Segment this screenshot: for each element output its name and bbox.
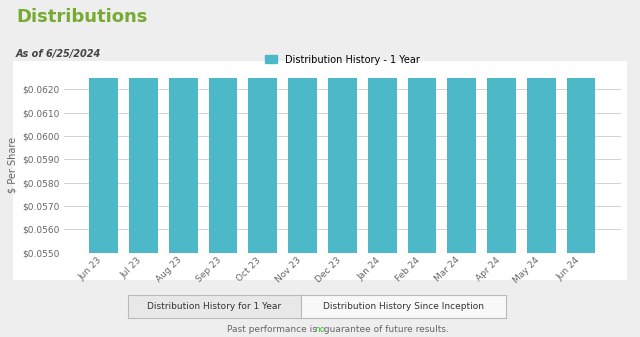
Bar: [487, 0, 516, 253]
Bar: [567, 0, 595, 253]
Bar: [90, 0, 118, 253]
Text: no: no: [314, 325, 326, 334]
Y-axis label: $ Per Share: $ Per Share: [8, 137, 17, 193]
Bar: [129, 0, 157, 253]
Bar: [209, 0, 237, 253]
Text: Distribution History Since Inception: Distribution History Since Inception: [323, 302, 484, 311]
Text: Distributions: Distributions: [16, 8, 147, 26]
Text: As of 6/25/2024: As of 6/25/2024: [16, 49, 101, 59]
Bar: [408, 0, 436, 253]
Text: Distribution History for 1 Year: Distribution History for 1 Year: [147, 302, 282, 311]
Bar: [447, 0, 476, 253]
Bar: [328, 0, 356, 253]
Text: Past performance is: Past performance is: [227, 325, 320, 334]
Legend: Distribution History - 1 Year: Distribution History - 1 Year: [261, 51, 424, 69]
Bar: [288, 0, 317, 253]
Bar: [248, 0, 277, 253]
Bar: [527, 0, 556, 253]
Bar: [368, 0, 397, 253]
Bar: [169, 0, 198, 253]
Text: guarantee of future results.: guarantee of future results.: [321, 325, 449, 334]
